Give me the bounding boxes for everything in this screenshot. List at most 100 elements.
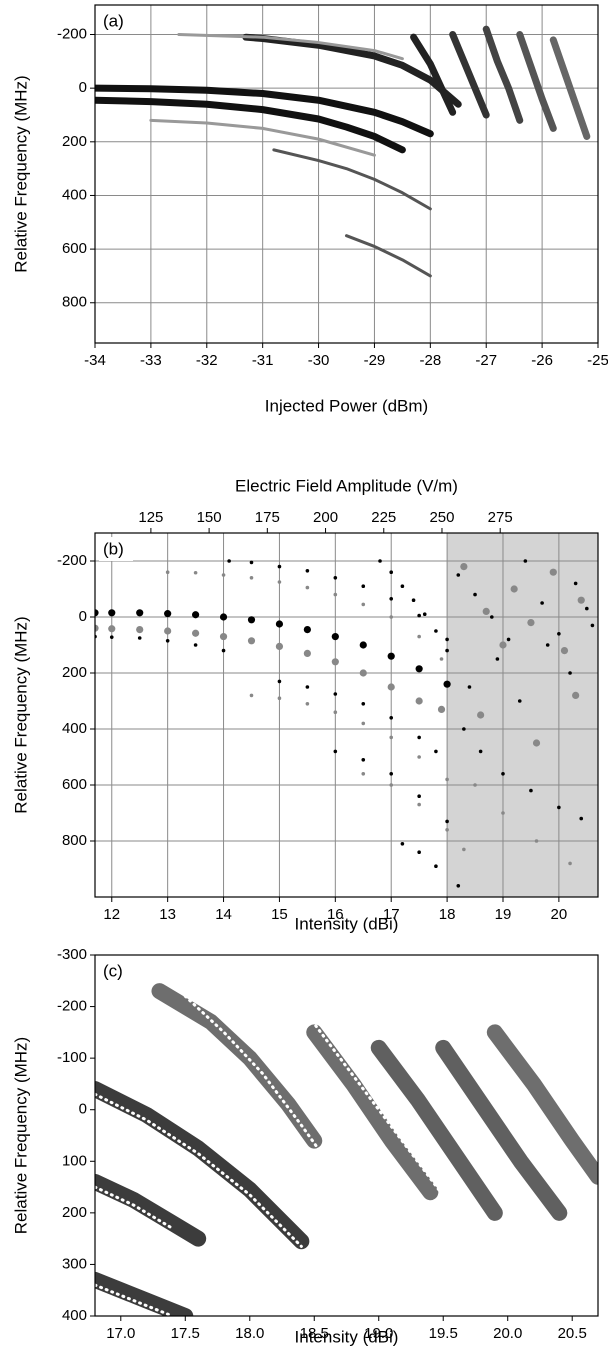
point (109, 635, 114, 639)
y-tick-label: -300 (57, 946, 87, 963)
point (434, 749, 438, 754)
point (417, 613, 421, 618)
y-axis-title: Relative Frequency (MHz) (11, 616, 30, 813)
plot-frame (94, 532, 599, 898)
trace (272, 148, 432, 211)
x-tick-label: 17 (383, 906, 400, 923)
point (333, 576, 338, 580)
point (277, 564, 282, 569)
point (361, 602, 366, 607)
point (568, 861, 572, 866)
point (573, 581, 578, 586)
point (510, 585, 518, 593)
y-tick-label: 200 (62, 133, 87, 150)
point (445, 819, 449, 824)
point (193, 570, 198, 575)
x-tick-label: -29 (364, 352, 386, 369)
trace (449, 31, 490, 119)
point (572, 691, 580, 700)
point (467, 685, 472, 689)
point (456, 573, 461, 577)
y-tick-label: -100 (57, 1049, 87, 1066)
panel-label-bg (99, 959, 133, 983)
x-axis-title: Intensity (dBi) (295, 914, 399, 933)
point (460, 563, 468, 571)
point (585, 606, 589, 611)
point (305, 685, 310, 689)
x-tick-label: -25 (587, 352, 608, 369)
point (445, 777, 449, 782)
point (361, 772, 366, 776)
point (277, 580, 282, 584)
point (389, 615, 394, 619)
trace (149, 118, 376, 157)
point (136, 626, 144, 634)
point (305, 569, 310, 573)
point (415, 697, 423, 705)
point (482, 607, 490, 616)
y-axis-title: Relative Frequency (MHz) (11, 75, 30, 272)
point (443, 680, 451, 688)
plot-area (95, 533, 598, 897)
point (529, 788, 533, 793)
point (434, 864, 438, 868)
y-tick-label: 400 (62, 186, 87, 203)
point (400, 842, 405, 846)
trace (151, 983, 323, 1149)
point (560, 647, 569, 655)
point (417, 794, 421, 798)
point (415, 665, 423, 673)
point (590, 623, 595, 628)
point (577, 596, 585, 604)
point (501, 811, 505, 815)
point (490, 615, 494, 619)
x-tick-label: -30 (308, 352, 330, 369)
point (219, 613, 228, 621)
x-axis-title: Intensity (dBi) (295, 1327, 399, 1346)
point (249, 576, 254, 580)
point (221, 648, 226, 653)
point (108, 625, 116, 633)
x2-tick-label: 125 (138, 509, 163, 526)
panel-label: (b) (103, 539, 124, 558)
point (523, 559, 528, 563)
trace (435, 1039, 568, 1221)
point (249, 693, 254, 698)
point (359, 641, 367, 649)
point (532, 739, 541, 747)
point (305, 702, 310, 706)
x-tick-label: -33 (140, 352, 162, 369)
point (333, 592, 338, 597)
point (445, 637, 449, 642)
trace (95, 84, 434, 138)
panel-label: (a) (103, 11, 124, 30)
point (164, 610, 172, 618)
point (417, 735, 421, 740)
point (331, 633, 339, 641)
x-tick-label: 14 (215, 906, 232, 923)
x-tick-label: 16 (327, 906, 344, 923)
y-axis-title: Relative Frequency (MHz) (11, 1037, 30, 1234)
y-tick-label: 800 (62, 294, 87, 311)
trace (306, 1024, 439, 1201)
point (534, 839, 539, 843)
y-tick-label: 0 (79, 1101, 87, 1118)
point (387, 683, 395, 691)
point (275, 642, 284, 651)
point (378, 559, 382, 563)
point (387, 652, 395, 660)
trace (95, 1173, 207, 1247)
trace (482, 25, 524, 124)
trace (454, 1015, 574, 1189)
y-tick-label: 600 (62, 776, 87, 793)
point (456, 884, 461, 888)
point (227, 559, 231, 563)
point (192, 629, 200, 637)
point (462, 727, 466, 731)
x-tick-label: 20.0 (493, 1325, 522, 1342)
x-tick-label: -34 (84, 352, 106, 369)
x2-tick-label: 225 (371, 509, 396, 526)
point (359, 669, 367, 677)
point (462, 847, 466, 852)
